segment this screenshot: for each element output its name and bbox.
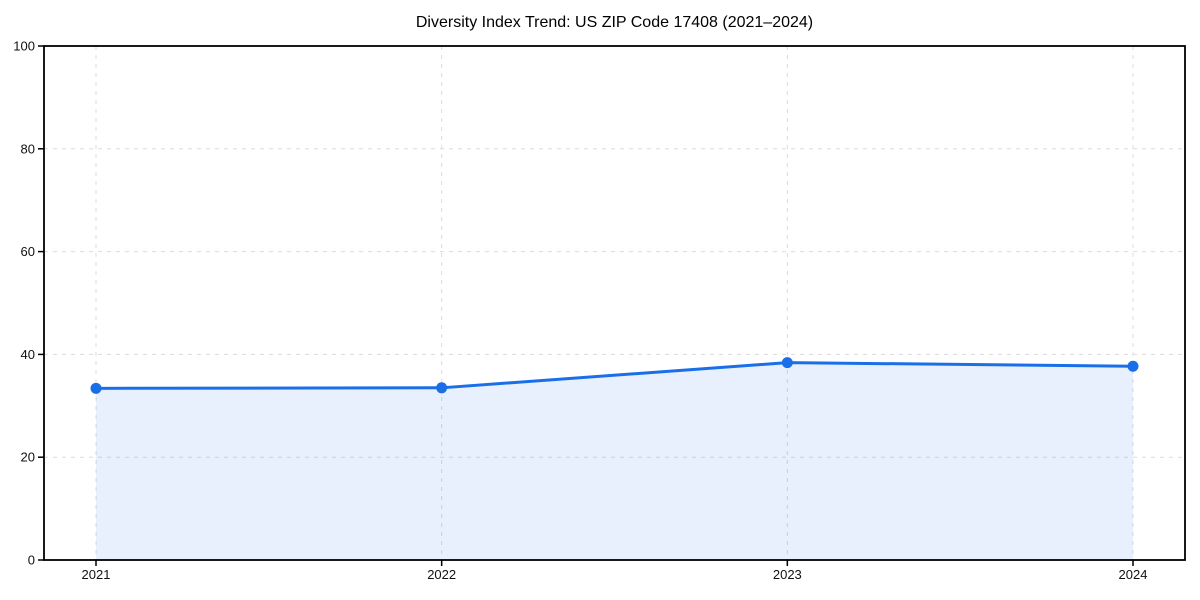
data-point-marker [1127,360,1139,372]
y-tick-label: 100 [13,39,35,54]
x-tick-label: 2023 [773,567,802,582]
x-tick-label: 2024 [1119,567,1148,582]
y-tick-label: 20 [21,450,35,465]
x-tick-label: 2021 [82,567,111,582]
data-point-marker [436,382,448,394]
trend-line [94,361,1135,390]
y-tick-label: 80 [21,141,35,156]
area-fill [96,362,1133,560]
y-tick-label: 60 [21,244,35,259]
x-tick-label: 2022 [427,567,456,582]
plot-border [43,45,1186,561]
data-point-marker [781,357,793,369]
data-point-marker [90,382,102,394]
chart-title: Diversity Index Trend: US ZIP Code 17408… [415,14,814,31]
y-tick-label: 0 [28,553,35,568]
y-tick-label: 40 [21,347,35,362]
